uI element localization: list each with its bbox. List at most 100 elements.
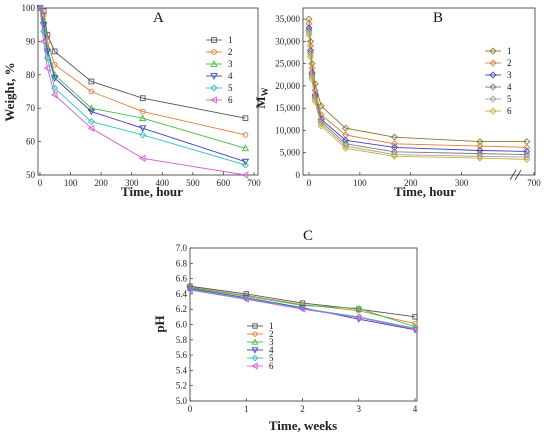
x-tick-label: 200 <box>404 178 418 188</box>
x-tick-label: 1 <box>244 404 249 414</box>
panel-a-y-label: Weight, % <box>2 62 17 121</box>
data-point-series-6 <box>43 64 51 72</box>
data-point-series-2 <box>523 143 531 151</box>
data-point-series-6 <box>411 325 418 333</box>
data-point-series-1 <box>242 115 249 122</box>
x-tick-label: 4 <box>413 404 418 414</box>
legend-marker-4 <box>210 73 218 80</box>
axis-break-mark <box>514 169 522 181</box>
y-tick-label: 5.2 <box>176 381 187 391</box>
series-line-5 <box>189 288 416 329</box>
data-point-series-6 <box>186 286 193 294</box>
panel-a-frame <box>37 7 259 176</box>
series-line-1 <box>39 7 246 119</box>
x-tick-label: 0 <box>38 178 43 188</box>
legend-marker-5 <box>210 84 218 92</box>
panel-b-frame <box>302 7 536 176</box>
legend-marker-5 <box>251 354 259 362</box>
data-point-series-1 <box>412 314 418 320</box>
panel-c-x-axis: 0 1 2 3 4 <box>188 398 418 414</box>
y-tick-label: 0 <box>296 170 301 180</box>
panel-b-mw-chart: B 05,00010,00015,00020,00025,00030,00035… <box>253 7 541 199</box>
panel-a-x-label: Time, hour <box>121 184 183 199</box>
series-line-6 <box>39 7 246 176</box>
panel-b-y-axis: 0 5,000 10,000 15,000 20,000 25,000 30,000 35,0… <box>275 14 306 180</box>
data-point-series-4 <box>139 125 147 133</box>
data-point-series-6 <box>355 314 362 322</box>
series-line-3 <box>39 7 246 149</box>
panel-a-series <box>36 4 250 179</box>
data-point-series-1 <box>88 78 95 85</box>
y-tick-label: 80 <box>26 70 36 80</box>
data-point-series-1 <box>51 48 58 55</box>
legend-label-5: 5 <box>269 353 274 363</box>
data-point-series-6 <box>390 152 398 160</box>
legend-label-6: 6 <box>507 106 512 116</box>
x-tick-label: 600 <box>217 178 231 188</box>
data-point-series-4 <box>523 150 531 159</box>
data-point-series-2 <box>242 132 249 138</box>
legend-marker-6 <box>210 96 217 104</box>
data-point-series-2 <box>390 140 398 148</box>
legend-marker-3 <box>210 60 218 67</box>
data-point-series-4 <box>51 75 59 82</box>
panel-c-label: C <box>303 228 313 244</box>
x-tick-label: 3 <box>357 404 362 414</box>
legend-label-1: 1 <box>507 46 512 56</box>
panel-a-y-axis: 50 60 70 80 90 100 <box>22 3 41 180</box>
data-point-series-5 <box>342 142 350 150</box>
legend-label-4: 4 <box>269 345 274 355</box>
legend-label-5: 5 <box>228 83 233 93</box>
data-point-series-6 <box>305 31 313 39</box>
legend-label-3: 3 <box>228 59 233 69</box>
series-line-6 <box>308 34 527 160</box>
panel-c-frame <box>189 247 418 402</box>
legend-marker-2 <box>489 59 497 67</box>
data-point-series-5 <box>476 152 484 160</box>
panel-c-y-label: pH <box>152 315 167 332</box>
y-tick-label: 6.4 <box>176 289 188 299</box>
data-point-series-3 <box>241 144 250 152</box>
data-point-series-6 <box>476 154 484 162</box>
data-point-series-2 <box>476 142 484 150</box>
data-point-series-3 <box>87 104 96 112</box>
panel-b-x-axis: 0 100 200 300 700 <box>307 169 541 188</box>
data-point-series-3 <box>355 304 363 312</box>
y-tick-label: 25,000 <box>275 59 300 69</box>
series-line-2 <box>189 286 416 325</box>
legend-label-2: 2 <box>507 58 512 68</box>
data-point-series-4 <box>342 140 350 148</box>
data-point-series-1 <box>476 138 484 146</box>
data-point-series-6 <box>50 91 58 99</box>
y-tick-label: 5.8 <box>176 335 188 345</box>
data-point-series-5 <box>390 150 398 159</box>
data-point-series-1 <box>317 102 325 110</box>
legend-marker-4 <box>489 83 497 91</box>
y-tick-label: 15,000 <box>275 103 300 113</box>
data-point-series-5 <box>241 161 249 169</box>
data-point-series-5 <box>87 118 95 126</box>
legend-label-2: 2 <box>228 47 233 57</box>
y-tick-label: 30,000 <box>275 36 300 46</box>
panel-b-legend: 1 2 3 4 5 6 <box>485 46 512 116</box>
y-tick-label: 10,000 <box>275 125 300 135</box>
data-point-series-2 <box>88 88 95 95</box>
legend-label-4: 4 <box>228 71 233 81</box>
data-point-series-4 <box>241 158 250 166</box>
series-line-5 <box>39 7 246 166</box>
data-point-series-1 <box>139 95 146 102</box>
y-tick-label: 35,000 <box>275 14 300 24</box>
y-tick-label: 6.0 <box>176 320 188 330</box>
data-point-series-6 <box>311 97 319 106</box>
legend-marker-3 <box>251 338 259 345</box>
legend-label-2: 2 <box>269 329 274 339</box>
data-point-series-2 <box>139 108 146 115</box>
y-tick-label: 5.0 <box>176 396 188 406</box>
series-line-1 <box>189 285 416 318</box>
y-tick-label: 60 <box>26 137 36 147</box>
y-tick-label: 6.6 <box>176 274 188 284</box>
y-tick-label: 5.4 <box>176 365 188 375</box>
x-tick-label: 700 <box>527 178 541 188</box>
panel-a-label: A <box>153 10 164 26</box>
